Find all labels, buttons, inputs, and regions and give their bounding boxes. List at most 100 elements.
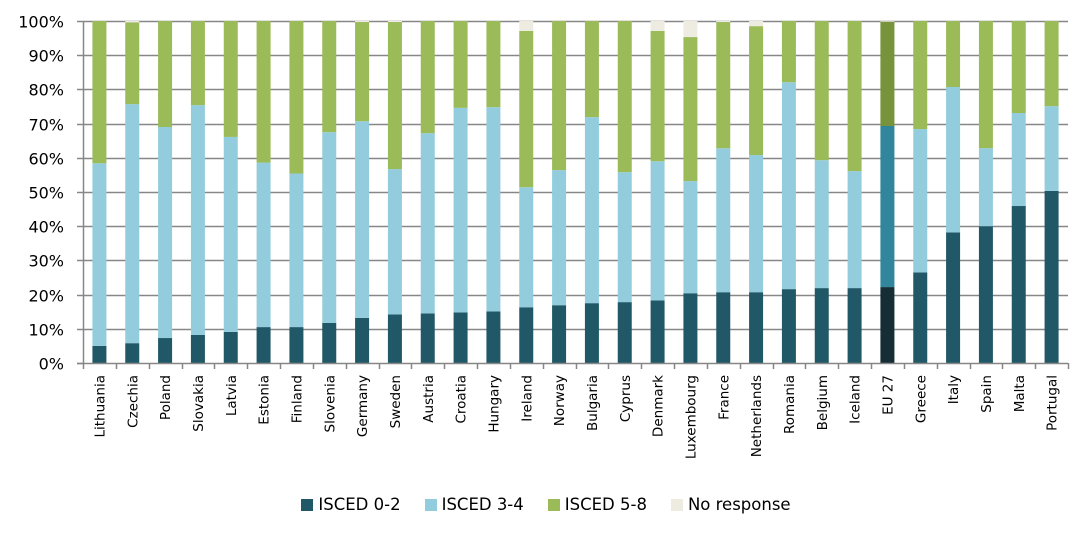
x-tick-label: Slovakia	[191, 375, 207, 432]
bar-segment-no-response	[880, 21, 895, 22]
bar-segment-isced-5-8	[190, 21, 205, 106]
y-tick-label: 30%	[28, 252, 64, 271]
bar-segment-no-response	[749, 21, 764, 27]
x-tick-label: Cyprus	[618, 375, 634, 422]
bar-segment-isced-5-8	[158, 21, 173, 128]
bar-segment-isced-5-8	[355, 22, 370, 122]
x-tick-label: Estonia	[257, 375, 273, 425]
bar-segment-isced-3-4	[256, 162, 271, 328]
bar-segment-isced-0-2	[978, 226, 993, 363]
x-tick-label: Romania	[782, 375, 798, 434]
bar-segment-no-response	[387, 21, 402, 23]
bar-segment-isced-5-8	[913, 21, 928, 130]
bar-segment-isced-0-2	[913, 272, 928, 363]
bar-segment-isced-5-8	[552, 21, 567, 171]
bar-segment-isced-0-2	[781, 289, 796, 363]
bar-segment-isced-5-8	[650, 30, 665, 162]
bar-segment-isced-3-4	[420, 133, 435, 314]
bar-segment-no-response	[355, 21, 370, 23]
gridlines	[83, 20, 1068, 331]
x-tick-label: Latvia	[224, 375, 240, 416]
bar-segment-isced-3-4	[781, 82, 796, 290]
bar-segment-isced-3-4	[716, 148, 731, 293]
bar-segment-isced-5-8	[125, 22, 140, 105]
x-tick-label: Poland	[158, 375, 174, 420]
stacked-bar-chart: 0% 10% 20% 30% 40% 50% 60% 70% 80% 90% 100% Lithua…	[18, 13, 1070, 459]
legend-swatch	[301, 498, 314, 511]
x-tick-label: Finland	[289, 375, 305, 423]
bar-segment-isced-3-4	[683, 181, 698, 294]
bar-segment-isced-0-2	[92, 345, 107, 363]
bar-segment-isced-3-4	[814, 160, 829, 289]
bar-segment-isced-0-2	[880, 287, 895, 363]
bar-segment-isced-5-8	[749, 26, 764, 156]
legend-label: ISCED 0-2	[318, 495, 401, 514]
bar-segment-isced-0-2	[256, 327, 271, 363]
bar-segment-isced-5-8	[617, 21, 632, 173]
bar-segment-isced-5-8	[1044, 21, 1059, 107]
y-tick-label: 100%	[18, 13, 64, 32]
bar-segment-isced-5-8	[716, 22, 731, 149]
bar-segment-isced-0-2	[814, 288, 829, 363]
bar-segment-isced-5-8	[946, 21, 961, 88]
y-tick-label: 10%	[28, 321, 64, 340]
x-tick-label: Portugal	[1045, 375, 1061, 431]
bar-segment-isced-5-8	[420, 21, 435, 134]
y-tick-label: 80%	[28, 81, 64, 100]
bar-segment-isced-5-8	[453, 21, 468, 108]
y-tick-label: 70%	[28, 116, 64, 135]
bar-segment-isced-5-8	[814, 21, 829, 161]
legend-label: No response	[687, 495, 791, 514]
bar-segment-isced-3-4	[913, 129, 928, 273]
bar-segment-isced-5-8	[322, 21, 337, 133]
bar-segment-isced-3-4	[519, 187, 534, 308]
x-tick-label: Slovenia	[322, 375, 338, 432]
bar-segment-isced-0-2	[584, 303, 599, 363]
legend-label: ISCED 3-4	[441, 495, 524, 514]
bar-segment-isced-3-4	[223, 136, 238, 332]
legend-label: ISCED 5-8	[564, 495, 647, 514]
legend-swatch	[424, 498, 437, 511]
bar-segment-isced-0-2	[749, 292, 764, 363]
bar-segment-isced-0-2	[650, 300, 665, 363]
bar-segment-isced-0-2	[355, 317, 370, 363]
x-axis-tick-labels: Lithuania Czechia Poland Slovakia Latvia Esto…	[92, 375, 1060, 459]
x-tick-label: Italy	[946, 375, 962, 404]
y-tick-label: 0%	[39, 355, 64, 374]
bar-segment-isced-3-4	[749, 155, 764, 293]
bar-segment-isced-5-8	[880, 21, 895, 126]
bar-segment-no-response	[125, 21, 140, 23]
bar-segment-isced-0-2	[420, 313, 435, 363]
bars	[92, 21, 1059, 363]
bar-segment-isced-0-2	[387, 314, 402, 363]
bar-segment-isced-3-4	[978, 148, 993, 227]
bar-segment-isced-3-4	[355, 121, 370, 318]
x-tick-label: Lithuania	[92, 375, 108, 438]
x-tick-label: Czechia	[125, 375, 141, 428]
bar-segment-isced-5-8	[387, 22, 402, 170]
bar-segment-isced-0-2	[486, 311, 501, 363]
x-tick-label: France	[716, 375, 732, 420]
bar-segment-isced-5-8	[584, 21, 599, 118]
x-tick-label: Germany	[355, 375, 371, 437]
legend-item: ISCED 3-4	[424, 495, 524, 514]
x-tick-label: Spain	[979, 375, 995, 413]
x-tick-label: EU 27	[880, 375, 896, 415]
bar-segment-isced-3-4	[1011, 112, 1026, 207]
bar-segment-isced-0-2	[453, 312, 468, 363]
bar-segment-isced-5-8	[486, 21, 501, 108]
y-tick-label: 20%	[28, 287, 64, 306]
bar-segment-isced-5-8	[1011, 21, 1026, 113]
axes	[77, 20, 1070, 369]
bar-segment-isced-3-4	[190, 105, 205, 335]
x-tick-label: Hungary	[486, 375, 502, 433]
bar-segment-isced-3-4	[847, 171, 862, 289]
bar-segment-isced-3-4	[125, 104, 140, 344]
bar-segment-no-response	[519, 21, 534, 31]
bar-segment-isced-0-2	[125, 343, 140, 363]
bar-segment-isced-3-4	[880, 125, 895, 288]
y-tick-label: 90%	[28, 47, 64, 66]
bar-segment-isced-0-2	[158, 338, 173, 363]
bar-segment-isced-3-4	[322, 132, 337, 323]
x-tick-label: Greece	[913, 375, 929, 423]
